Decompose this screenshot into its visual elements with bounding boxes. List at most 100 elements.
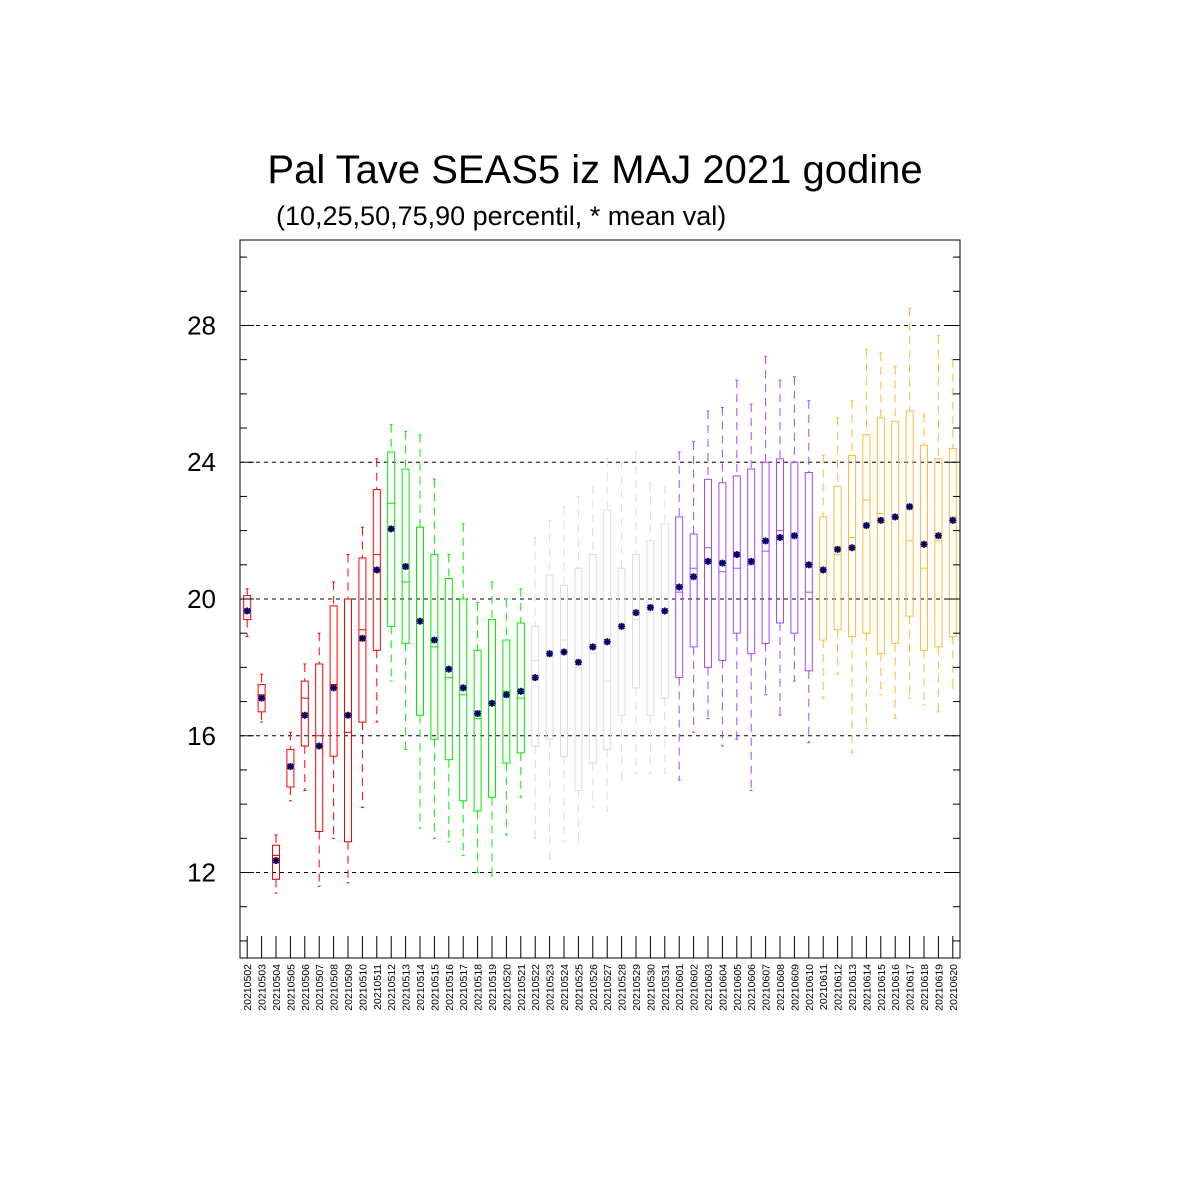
mean-stroke — [589, 643, 597, 651]
mean-stroke — [747, 558, 755, 565]
mean-stroke — [719, 559, 726, 567]
mean-stroke — [373, 566, 381, 574]
box-plot — [948, 359, 957, 689]
mean-marker — [387, 525, 395, 533]
mean-stroke — [949, 517, 957, 524]
box-plot — [358, 526, 367, 809]
box-plot — [920, 413, 928, 706]
box — [286, 748, 295, 788]
mean-stroke — [315, 742, 323, 750]
box-plot — [444, 554, 453, 843]
x-tick-label: 20210528 — [617, 964, 629, 1011]
x-tick-label: 20210617 — [905, 964, 917, 1011]
box — [934, 458, 943, 648]
x-tick-label: 20210517 — [458, 964, 470, 1011]
box-plot — [689, 441, 698, 733]
mean-marker — [286, 763, 294, 771]
box-plot — [876, 352, 885, 696]
mean-marker — [358, 634, 366, 642]
mean-marker — [862, 521, 870, 529]
box-plot — [732, 379, 741, 740]
mean-stroke — [503, 691, 510, 698]
box — [502, 639, 511, 764]
x-tick-label: 20210506 — [300, 964, 312, 1011]
box — [876, 417, 885, 655]
box-plot — [243, 588, 252, 638]
box — [315, 663, 324, 832]
x-tick-label: 20210602 — [689, 964, 701, 1011]
box — [804, 471, 813, 672]
mean-marker — [690, 573, 698, 581]
box — [560, 584, 568, 757]
mean-stroke — [935, 532, 942, 540]
x-tick-label: 20210601 — [674, 964, 686, 1011]
x-tick-label: 20210509 — [343, 964, 355, 1011]
mean-stroke — [402, 563, 409, 570]
box-plot — [344, 554, 352, 884]
box-plot — [790, 376, 799, 682]
mean-stroke — [330, 684, 337, 692]
box-plot — [675, 451, 684, 781]
x-tick-label: 20210514 — [415, 964, 427, 1011]
mean-marker — [704, 557, 712, 565]
mean-stroke — [834, 546, 841, 553]
box-plot — [833, 417, 842, 675]
mean-stroke — [459, 684, 467, 692]
box — [617, 567, 626, 716]
box-plot — [934, 335, 943, 713]
mean-stroke — [243, 607, 251, 615]
box-plot — [819, 454, 828, 699]
box-plot — [516, 588, 525, 798]
mean-marker — [603, 638, 611, 646]
box — [689, 533, 698, 648]
mean-marker — [718, 559, 726, 567]
x-tick-label: 20210518 — [473, 964, 485, 1011]
x-tick-label: 20210526 — [588, 964, 600, 1011]
box-plot — [401, 430, 410, 750]
mean-marker — [488, 699, 496, 707]
x-tick-label: 20210523 — [545, 964, 557, 1011]
mean-stroke — [301, 711, 309, 719]
box-plot — [488, 581, 496, 877]
mean-marker — [920, 540, 928, 548]
mean-stroke — [474, 710, 481, 717]
mean-marker — [661, 607, 669, 615]
box-plot — [300, 663, 309, 791]
x-tick-label: 20210510 — [357, 964, 369, 1011]
mean-marker — [733, 551, 741, 559]
box-plots — [243, 307, 957, 894]
mean-stroke — [863, 522, 870, 529]
mean-marker — [517, 687, 525, 695]
box — [588, 554, 597, 764]
box — [243, 595, 252, 621]
mean-stroke — [258, 694, 265, 702]
mean-marker — [790, 532, 798, 540]
x-tick-label: 20210508 — [329, 964, 341, 1011]
x-tick-label: 20210504 — [271, 964, 283, 1011]
mean-marker — [877, 516, 885, 524]
x-tick-label: 20210603 — [703, 964, 715, 1011]
box-plot — [617, 461, 626, 781]
mean-stroke — [445, 665, 453, 673]
x-tick-label: 20210529 — [631, 964, 643, 1011]
x-tick-label: 20210519 — [487, 964, 499, 1011]
x-tick-label: 20210612 — [833, 964, 845, 1011]
box — [344, 598, 352, 843]
box-plot — [545, 519, 554, 860]
y-tick-label: 24 — [187, 447, 216, 477]
box — [459, 598, 468, 802]
box-plot — [632, 451, 640, 774]
mean-stroke — [848, 544, 856, 551]
chart-title: Pal Tave SEAS5 iz MAJ 2021 godine — [267, 148, 923, 192]
mean-marker — [574, 658, 582, 666]
mean-marker — [848, 544, 856, 552]
box-plot — [531, 536, 540, 839]
mean-stroke — [488, 700, 496, 707]
x-tick-label: 20210615 — [876, 964, 888, 1011]
x-tick-label: 20210609 — [789, 964, 801, 1011]
x-tick-label: 20210606 — [746, 964, 758, 1011]
box-plot — [891, 366, 900, 720]
mean-stroke — [387, 525, 395, 533]
box-plot — [372, 458, 381, 723]
